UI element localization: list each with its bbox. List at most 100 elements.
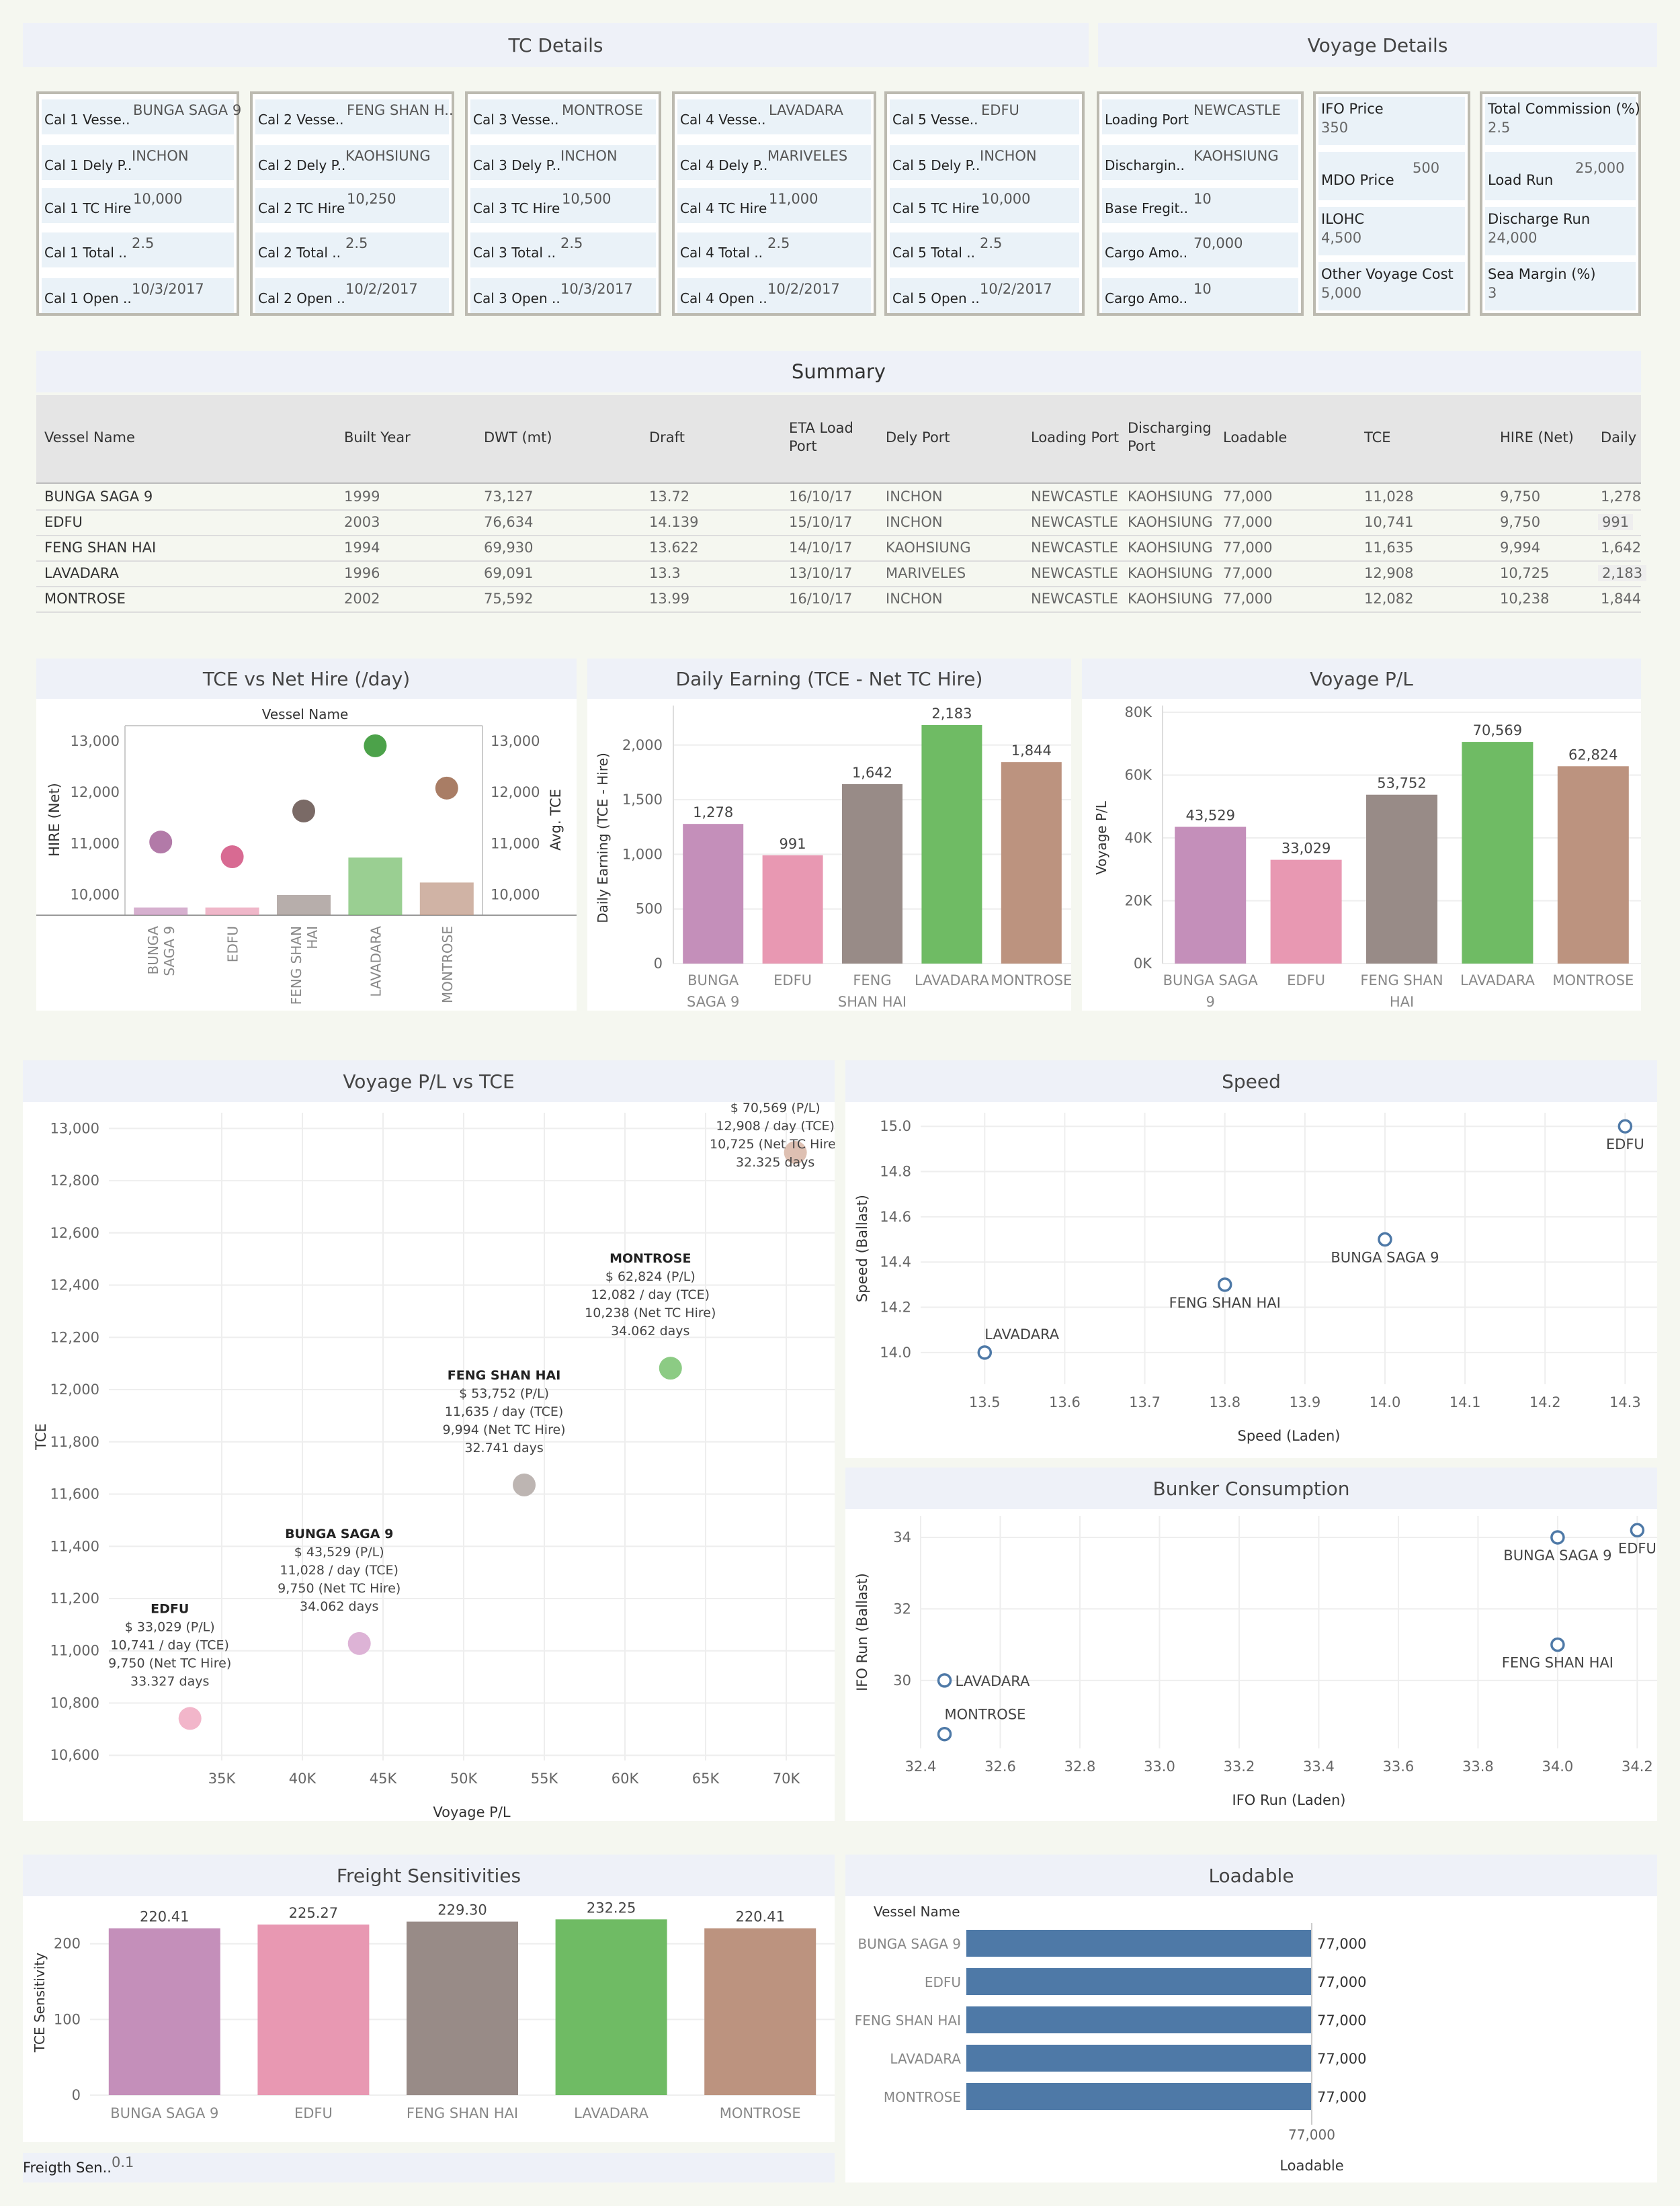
scatter-point[interactable] [178,1707,202,1730]
bar[interactable] [966,2083,1312,2110]
tc-card-field[interactable]: Cal 3 Open .. 10/3/2017 [470,278,656,313]
bar[interactable] [762,855,823,964]
table-row[interactable]: EDFU 2003 76,634 14.139 15/10/17 INCHON NEWCAS… [36,511,1641,536]
scatter-point[interactable] [937,1673,952,1688]
daily-earning-header: Daily Earning (TCE - Net TC Hire) [587,659,1071,699]
tc-card-field[interactable]: Cal 3 Dely P.. INCHON [470,145,656,180]
scatter-point[interactable] [513,1473,536,1496]
tc-card-field[interactable]: Cal 4 Vesse.. LAVADARA [677,99,871,134]
tce-point[interactable] [149,831,173,854]
bar[interactable] [257,1924,370,2095]
table-row[interactable]: LAVADARA 1996 69,091 13.3 13/10/17 MARIVELES N… [36,562,1647,587]
tc-card-field[interactable]: Cal 5 Total .. 2.5 [890,232,1079,267]
tce-point[interactable] [364,734,387,757]
tc-card-field[interactable]: Cal 2 Dely P.. KAOHSIUNG [255,145,449,180]
x-tick-label: FENG SHAN HAI [407,2105,518,2121]
bar[interactable] [1557,766,1629,964]
tc-card-field[interactable]: Cal 2 Vesse.. FENG SHAN H.. [255,99,454,134]
bar[interactable] [555,1919,667,2095]
voyage-field[interactable]: Discharge Run 24,000 [1485,207,1636,255]
x-tick-label: 33.4 [1303,1758,1335,1775]
bar[interactable] [966,2006,1312,2033]
voyage-field[interactable]: Loading Port NEWCASTLE [1102,99,1298,134]
tc-card-field[interactable]: Cal 1 Open .. 10/3/2017 [42,278,234,313]
table-cell: 13.72 [649,489,690,505]
voyage-field[interactable]: Dischargin.. KAOHSIUNG [1102,145,1298,180]
scatter-point[interactable] [1550,1530,1565,1545]
data-label: 220.41 [735,1909,784,1925]
tc-card-field[interactable]: Cal 2 Total .. 2.5 [255,232,449,267]
voyage-field[interactable]: Other Voyage Cost 5,000 [1318,262,1465,310]
table-row[interactable]: FENG SHAN HAI 1994 69,930 13.622 14/10/17 KAO… [36,536,1641,562]
tc-card-field[interactable]: Cal 1 TC Hire 10,000 [42,188,234,223]
voyage-field[interactable]: ILOHC 4,500 [1318,207,1465,255]
tce-point[interactable] [292,799,315,822]
hire-bar[interactable] [134,907,188,915]
bar[interactable] [1462,742,1534,964]
tc-card-field[interactable]: Cal 2 TC Hire 10,250 [255,188,449,223]
table-row[interactable]: MONTROSE 2002 75,592 13.99 16/10/17 INCHON NEW… [36,587,1641,613]
bar[interactable] [108,1928,220,2095]
tc-card-field[interactable]: Cal 5 TC Hire 10,000 [890,188,1079,223]
tc-card-field[interactable]: Cal 4 Total .. 2.5 [677,232,871,267]
tce-point[interactable] [220,845,244,869]
tc-card-field[interactable]: Cal 4 TC Hire 11,000 [677,188,871,223]
bar[interactable] [966,1930,1312,1957]
voyage-field[interactable]: Cargo Amo.. 10 [1102,278,1298,313]
summary-column-header: DWT (mt) [484,429,552,446]
tc-field-label: Cal 2 TC Hire [258,200,345,216]
bar[interactable] [1001,762,1062,964]
scatter-point[interactable] [659,1357,682,1380]
bar[interactable] [704,1928,816,2095]
x-tick-label: MONTROSE [1552,972,1634,988]
scatter-point[interactable] [937,1726,952,1742]
tc-card-field[interactable]: Cal 5 Vesse.. EDFU [890,99,1079,134]
voyage-field[interactable]: MDO Price 500 [1318,152,1465,200]
scatter-point[interactable] [784,1141,807,1164]
x-tick-label: LAVADARA [1460,972,1535,988]
bar[interactable] [1175,826,1247,964]
hire-bar[interactable] [419,882,474,915]
tc-card-field[interactable]: Cal 1 Dely P.. INCHON [42,145,234,180]
bar[interactable] [1270,859,1342,964]
voyage-field[interactable]: Sea Margin (%) 3 [1485,262,1636,310]
tc-card-field[interactable]: Cal 5 Dely P.. INCHON [890,145,1079,180]
hire-bar[interactable] [277,894,331,915]
tc-card-field[interactable]: Cal 1 Total .. 2.5 [42,232,234,267]
tc-card-field[interactable]: Cal 5 Open .. 10/2/2017 [890,278,1079,313]
tc-card-field[interactable]: Cal 1 Vesse.. BUNGA SAGA 9 [42,99,241,134]
tc-card-field[interactable]: Cal 3 Total .. 2.5 [470,232,656,267]
scatter-point[interactable] [977,1345,993,1360]
scatter-point[interactable] [1550,1637,1565,1652]
bar[interactable] [966,1968,1312,1995]
voyage-field[interactable]: Total Commission (%) 2.5 [1485,97,1640,145]
voyage-field-label: Base Fregit.. [1105,200,1189,216]
voyage-field[interactable]: Load Run 25,000 [1485,152,1636,200]
voyage-field[interactable]: IFO Price 350 [1318,97,1465,145]
tc-field-value: 2.5 [132,235,155,251]
tc-card-field[interactable]: Cal 3 TC Hire 10,500 [470,188,656,223]
freight-sensitivity-param[interactable]: Freigth Sen.. 0.1 [23,2153,835,2182]
scatter-point[interactable] [1217,1277,1232,1292]
hire-bar[interactable] [205,907,259,915]
bar[interactable] [1366,794,1437,964]
tc-card-field[interactable]: Cal 4 Dely P.. MARIVELES [677,145,871,180]
hire-bar[interactable] [348,857,403,915]
bar[interactable] [921,725,982,964]
tce-point[interactable] [435,776,458,800]
voyage-field[interactable]: Cargo Amo.. 70,000 [1102,232,1298,267]
scatter-point[interactable] [1378,1232,1392,1247]
scatter-point[interactable] [1630,1523,1645,1538]
bar[interactable] [407,1921,518,2095]
tc-card-field[interactable]: Cal 2 Open .. 10/2/2017 [255,278,449,313]
point-detail: 9,750 (Net TC Hire) [278,1581,401,1596]
table-row[interactable]: BUNGA SAGA 9 1999 73,127 13.72 16/10/17 INCHO… [36,485,1641,511]
bar[interactable] [966,2045,1312,2072]
bar[interactable] [683,824,744,964]
scatter-point[interactable] [347,1631,371,1655]
tc-card-field[interactable]: Cal 4 Open .. 10/2/2017 [677,278,871,313]
tc-card-field[interactable]: Cal 3 Vesse.. MONTROSE [470,99,656,134]
scatter-point[interactable] [1618,1119,1633,1134]
bar[interactable] [842,783,902,964]
voyage-field[interactable]: Base Fregit.. 10 [1102,188,1298,223]
